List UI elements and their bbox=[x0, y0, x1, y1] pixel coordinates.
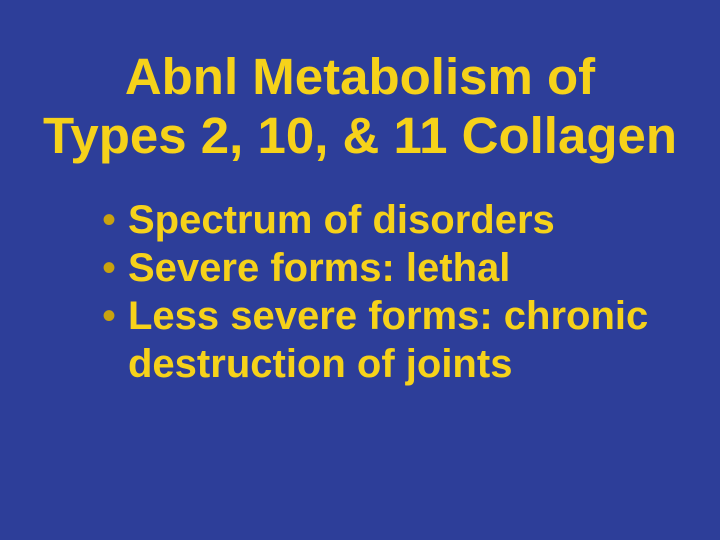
bullet-icon: • bbox=[90, 292, 128, 340]
title-line-2: Types 2, 10, & 11 Collagen bbox=[43, 107, 677, 164]
title-line-1: Abnl Metabolism of bbox=[125, 48, 595, 105]
bullet-icon: • bbox=[90, 196, 128, 244]
list-item-text: Spectrum of disorders bbox=[128, 196, 680, 244]
slide: Abnl Metabolism of Types 2, 10, & 11 Col… bbox=[0, 0, 720, 540]
list-item-text: Less severe forms: chronic destruction o… bbox=[128, 292, 680, 388]
slide-body: •Spectrum of disorders•Severe forms: let… bbox=[90, 196, 680, 388]
list-item: •Severe forms: lethal bbox=[90, 244, 680, 292]
slide-title: Abnl Metabolism of Types 2, 10, & 11 Col… bbox=[0, 48, 720, 165]
bullet-icon: • bbox=[90, 244, 128, 292]
list-item-text: Severe forms: lethal bbox=[128, 244, 680, 292]
list-item: •Less severe forms: chronic destruction … bbox=[90, 292, 680, 388]
list-item: •Spectrum of disorders bbox=[90, 196, 680, 244]
